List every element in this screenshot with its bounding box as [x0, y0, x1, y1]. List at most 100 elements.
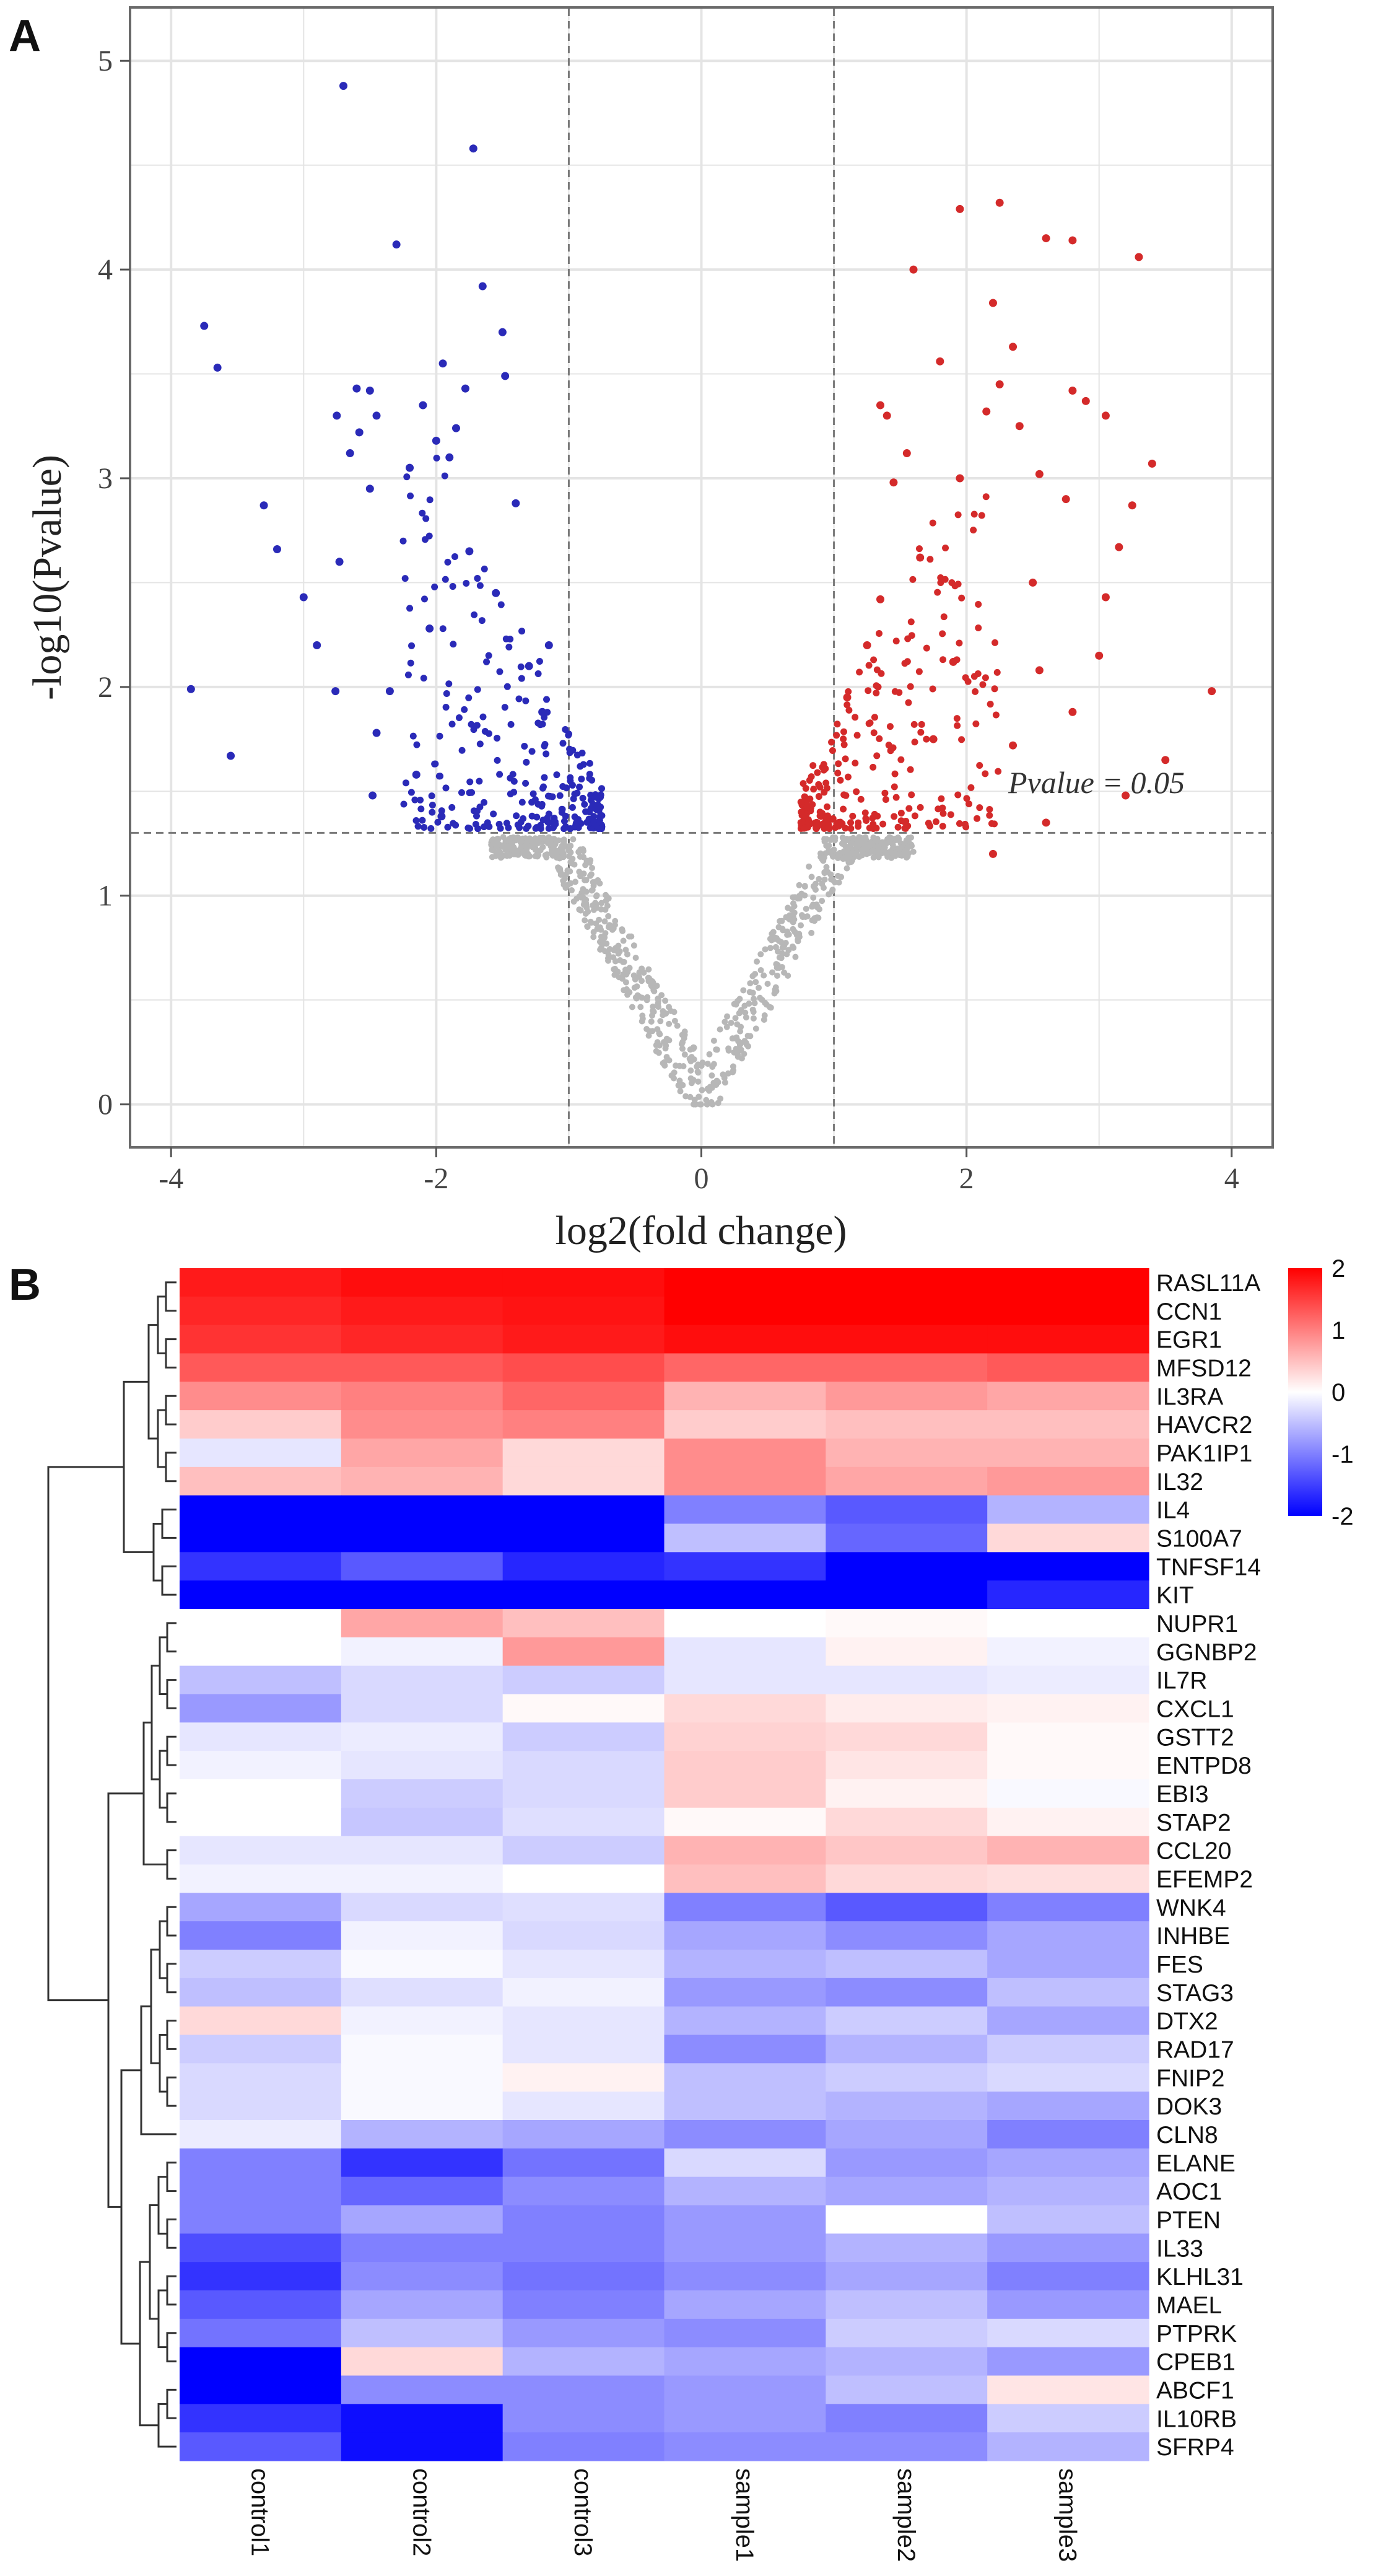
down-point — [474, 575, 481, 582]
up-point — [844, 773, 852, 781]
dendrogram-branch — [165, 1395, 177, 1426]
up-point — [1081, 396, 1090, 405]
down-point — [414, 823, 422, 830]
down-point — [227, 751, 235, 760]
down-point — [523, 758, 530, 766]
down-point — [461, 706, 468, 713]
down-point — [521, 742, 528, 750]
ns-point — [660, 1012, 666, 1019]
up-point — [992, 639, 999, 646]
up-point — [954, 511, 962, 519]
ns-point — [573, 895, 580, 902]
ns-point — [663, 1035, 670, 1042]
dendrogram-branch — [161, 1509, 177, 1539]
heatmap-cell — [341, 1864, 503, 1893]
up-point — [963, 795, 970, 802]
ns-point — [737, 1028, 744, 1035]
row-label: EFEMP2 — [1156, 1866, 1253, 1893]
ns-point — [604, 903, 611, 909]
up-point — [975, 601, 982, 608]
up-point — [1148, 459, 1156, 468]
ns-point — [532, 852, 539, 859]
up-point — [829, 747, 836, 755]
up-point — [909, 265, 918, 274]
row-label: FNIP2 — [1156, 2065, 1225, 2092]
dendrogram-branch — [120, 2069, 141, 2345]
down-point — [573, 789, 581, 797]
heatmap-cell — [826, 1779, 988, 1808]
row-label: CLN8 — [1156, 2122, 1218, 2149]
dendrogram-branch — [157, 2289, 167, 2349]
ns-point — [741, 1051, 748, 1058]
heatmap-cell — [664, 1722, 826, 1751]
up-point — [902, 825, 909, 832]
down-point — [510, 789, 518, 796]
heatmap-cell — [664, 2404, 826, 2433]
heatmap-cell — [826, 1296, 988, 1326]
down-point — [501, 372, 510, 380]
down-point — [501, 704, 508, 711]
y-tick-label: 1 — [98, 880, 113, 913]
down-point — [419, 401, 427, 410]
heatmap-cell — [664, 1807, 826, 1837]
ns-point — [666, 1057, 673, 1064]
heatmap-cells — [180, 1268, 1149, 2461]
ns-point — [779, 944, 786, 951]
ns-point — [731, 1001, 738, 1007]
down-point — [476, 778, 483, 785]
ns-point — [635, 993, 642, 1000]
up-point — [889, 744, 897, 751]
heatmap-cell — [664, 2006, 826, 2036]
ns-point — [769, 969, 776, 976]
down-point — [520, 815, 527, 822]
down-point — [450, 641, 457, 648]
ns-point — [534, 839, 541, 846]
dendrogram-branch — [166, 1963, 177, 1994]
down-point — [420, 675, 427, 682]
heatmap-cell — [341, 2432, 503, 2461]
down-point — [452, 821, 460, 829]
ns-point — [708, 1072, 715, 1079]
heatmap-cell — [502, 2233, 665, 2263]
heatmap-cell — [341, 2176, 503, 2206]
down-point — [213, 363, 222, 372]
up-point — [862, 815, 870, 822]
down-point — [479, 713, 487, 721]
down-point — [451, 553, 458, 561]
ns-point — [687, 1046, 694, 1053]
ns-point — [904, 844, 911, 851]
down-point — [538, 800, 546, 808]
down-point — [562, 812, 569, 820]
ns-point — [645, 1032, 652, 1039]
down-point — [496, 668, 503, 675]
up-point — [934, 589, 941, 596]
ns-point — [777, 918, 783, 924]
row-label: ELANE — [1156, 2150, 1236, 2177]
up-point — [842, 825, 849, 832]
heatmap-cell — [180, 1495, 342, 1525]
ns-point — [588, 871, 595, 878]
up-point — [852, 714, 859, 721]
up-point — [814, 769, 821, 776]
ns-point — [710, 1037, 717, 1044]
ns-point — [587, 918, 594, 925]
ns-point — [785, 931, 792, 938]
down-point — [528, 812, 536, 820]
up-point — [870, 656, 878, 664]
heatmap-cell — [826, 1580, 988, 1610]
ns-point — [830, 853, 837, 860]
down-point — [404, 671, 412, 678]
ns-point — [733, 1045, 739, 1052]
down-point — [495, 820, 503, 828]
heatmap-cell — [502, 1637, 665, 1667]
down-point — [443, 690, 450, 698]
dendrogram-branch — [107, 1792, 144, 2208]
up-point — [892, 637, 900, 645]
down-point — [569, 781, 576, 789]
heatmap-cell — [987, 2092, 1149, 2121]
dendrogram-branch — [166, 2332, 177, 2363]
row-label: CPEB1 — [1156, 2349, 1236, 2376]
heatmap-cell — [826, 1921, 988, 1950]
up-point — [923, 735, 930, 743]
ns-point — [489, 854, 495, 861]
